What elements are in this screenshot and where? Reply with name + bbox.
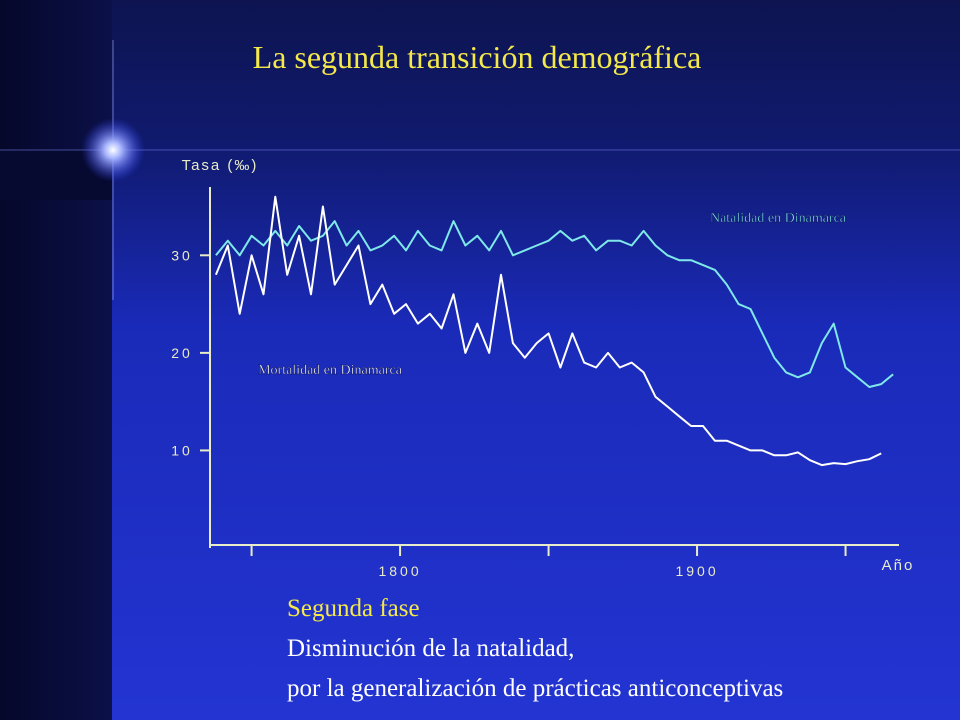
y-tick-label: 10: [171, 442, 193, 458]
y-tick-label: 20: [171, 345, 193, 361]
left-band: [0, 0, 112, 720]
series-label: Mortalidad en Dinamarca: [258, 363, 403, 378]
star: [81, 118, 145, 182]
series-line: [214, 195, 882, 467]
series-line: [215, 220, 894, 388]
x-axis-label: Año: [882, 557, 915, 574]
x-tick-label: 1900: [675, 563, 718, 579]
note: Disminución de la natalidad,: [287, 635, 574, 662]
note: por la generalización de prácticas antic…: [287, 675, 783, 702]
chart: Tasa (‰) Año 10 20 30 1800 1900 Natalidad en Di…: [171, 157, 915, 579]
slide-title: La segunda transición demográfica: [253, 39, 702, 75]
y-axis-label: Tasa (‰): [182, 157, 259, 174]
x-tick-label: 1800: [378, 563, 421, 579]
y-tick-label: 30: [171, 247, 193, 263]
series-label: Natalidad en Dinamarca: [710, 211, 847, 226]
note: Segunda fase: [287, 595, 420, 622]
